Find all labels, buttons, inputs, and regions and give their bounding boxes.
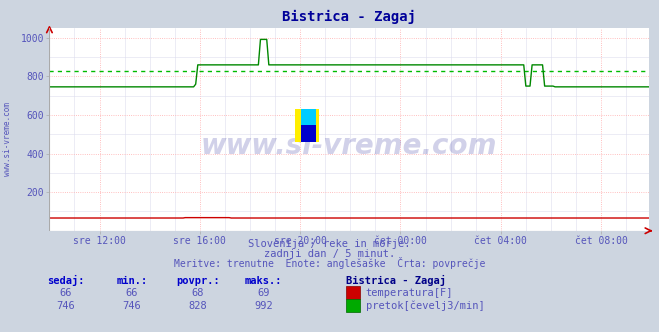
Text: 828: 828 xyxy=(188,301,207,311)
Bar xyxy=(301,109,316,125)
Title: Bistrica - Zagaj: Bistrica - Zagaj xyxy=(282,10,416,24)
Text: 746: 746 xyxy=(57,301,75,311)
Text: pretok[čevelj3/min]: pretok[čevelj3/min] xyxy=(366,301,484,311)
Bar xyxy=(301,125,316,142)
Text: www.si-vreme.com: www.si-vreme.com xyxy=(201,132,498,160)
Text: min.:: min.: xyxy=(116,276,148,286)
Text: sedaj:: sedaj: xyxy=(47,275,84,286)
Bar xyxy=(295,109,320,142)
Text: Slovenija / reke in morje.: Slovenija / reke in morje. xyxy=(248,239,411,249)
Text: Bistrica - Zagaj: Bistrica - Zagaj xyxy=(346,275,446,286)
Text: www.si-vreme.com: www.si-vreme.com xyxy=(3,103,13,176)
Text: temperatura[F]: temperatura[F] xyxy=(366,288,453,298)
Text: Meritve: trenutne  Enote: anglešaške  Črta: povprečje: Meritve: trenutne Enote: anglešaške Črta… xyxy=(174,257,485,269)
Text: zadnji dan / 5 minut.: zadnji dan / 5 minut. xyxy=(264,249,395,259)
Text: 68: 68 xyxy=(192,288,204,298)
Text: 69: 69 xyxy=(258,288,270,298)
Text: 66: 66 xyxy=(126,288,138,298)
Text: 746: 746 xyxy=(123,301,141,311)
Text: maks.:: maks.: xyxy=(245,276,282,286)
Text: povpr.:: povpr.: xyxy=(176,276,219,286)
Text: 992: 992 xyxy=(254,301,273,311)
Text: 66: 66 xyxy=(60,288,72,298)
